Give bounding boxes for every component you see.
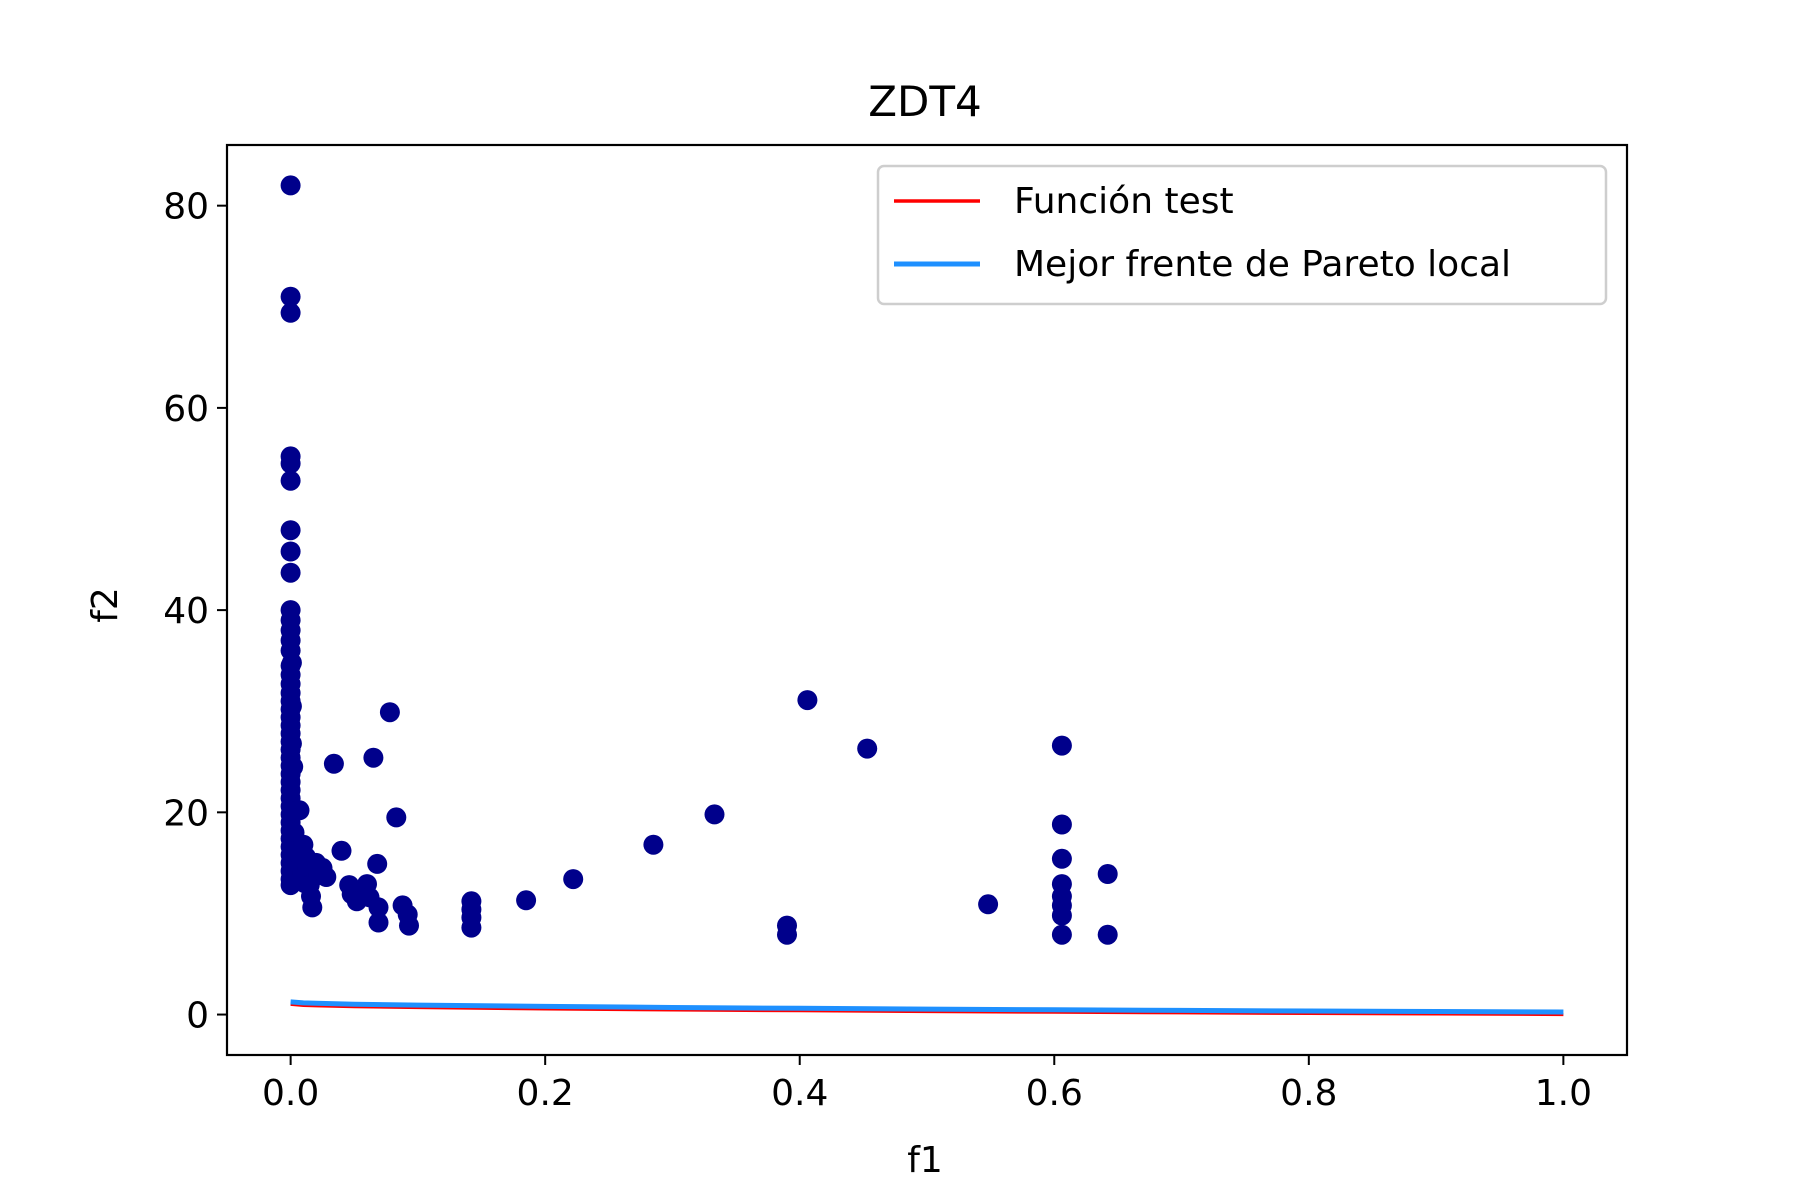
y-tick-label: 80 [163,187,209,228]
scatter-point [1097,924,1118,945]
chart-title: ZDT4 [868,77,982,126]
scatter-point [280,562,301,583]
x-axis-label: f1 [907,1140,943,1181]
scatter-point [280,175,301,196]
scatter-point [280,286,301,307]
scatter-point [516,890,537,911]
scatter-point [323,753,344,774]
scatter-point [857,738,878,759]
scatter-point [302,897,323,918]
scatter-point [281,733,302,754]
scatter-point [289,800,310,821]
scatter-point [1051,905,1072,926]
x-tick-label: 0.0 [262,1073,319,1114]
scatter-point [1097,864,1118,884]
y-axis-label: f2 [85,587,126,623]
scatter-point [280,470,301,491]
scatter-point [797,690,818,711]
scatter-point [978,894,999,915]
scatter-point [399,915,419,936]
axes: 0.0 0.2 0.4 0.6 0.8 1.0 0 20 40 60 80 [163,143,1629,1114]
scatter-point [563,869,584,890]
scatter-point [643,834,664,855]
y-tick-label: 20 [163,793,209,834]
y-tick-label: 60 [163,389,209,430]
x-tick-label: 0.4 [771,1073,828,1114]
scatter-point [777,924,797,945]
x-tick-label: 0.2 [517,1073,574,1114]
x-tick-label: 0.8 [1280,1073,1337,1114]
scatter-point [331,840,352,861]
axes-frame [225,143,1629,1057]
x-tick-label: 0.6 [1026,1073,1083,1114]
scatter-point [280,520,301,541]
scatter-point [1051,848,1072,869]
scatter-point [363,747,384,768]
scatter-point [386,807,407,828]
legend: Función test Mejor frente de Pareto local [876,164,1608,306]
plot-area [280,175,1564,1017]
scatter-point [281,652,302,673]
scatter-point [1051,735,1072,756]
local-pareto-front-line [290,999,1564,1015]
scatter-point [283,756,304,777]
legend-label-local-pareto-front: Mejor frente de Pareto local [1014,244,1511,285]
scatter-point [280,541,301,562]
scatter-point [316,867,337,887]
scatter-point [281,696,302,717]
scatter-point [704,804,725,825]
scatter-point [379,702,400,723]
scatter-point [461,917,482,938]
y-tick-label: 40 [163,591,209,632]
legend-box [876,164,1608,306]
scatter-point [367,853,388,874]
legend-label-test-function: Función test [1014,181,1234,222]
scatter-point [280,302,301,323]
scatter-point [280,453,301,474]
scatter-point [1051,814,1072,835]
scatter-point [1051,924,1072,945]
y-tick-label: 0 [186,996,209,1037]
scatter-point [368,897,389,918]
x-tick-label: 1.0 [1535,1073,1592,1114]
scatter-point [368,912,389,933]
